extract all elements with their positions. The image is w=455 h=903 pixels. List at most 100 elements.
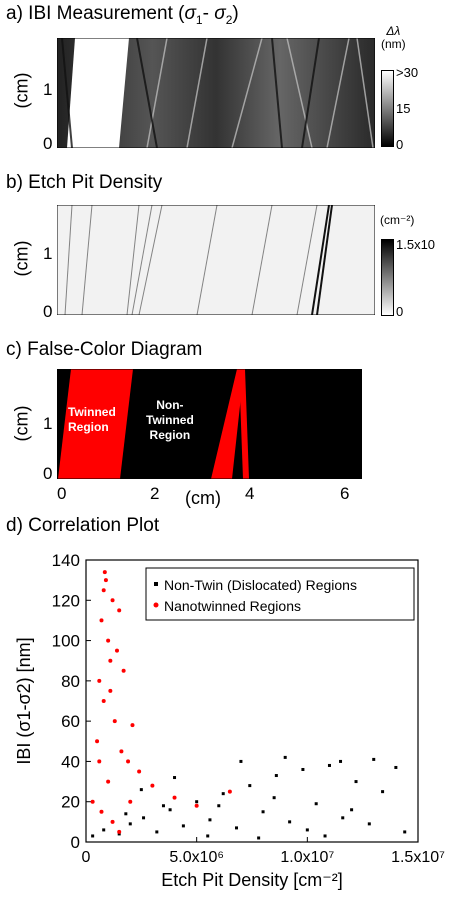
panel-c-xtick-6: 6 xyxy=(340,484,350,503)
data-point-nontwin xyxy=(274,774,278,778)
legend-box xyxy=(145,567,415,621)
data-point-nontwin xyxy=(239,759,243,763)
y-tick-label: 20 xyxy=(61,793,80,812)
panel-b-title: b) Etch Pit Density xyxy=(6,172,163,193)
data-point-nontwin xyxy=(195,800,199,804)
panel-c-xtick-2: 2 xyxy=(150,484,160,503)
data-point-twin xyxy=(106,638,111,643)
y-axis-label: IBI (σ1-σ2) [nm] xyxy=(14,637,34,764)
data-point-nontwin xyxy=(168,808,172,812)
data-point-twin xyxy=(99,809,104,814)
data-point-twin xyxy=(99,618,104,623)
data-point-nontwin xyxy=(161,804,165,808)
legend-marker xyxy=(154,582,158,586)
data-point-nontwin xyxy=(339,759,343,763)
panel-a-cb-max: >30 xyxy=(396,65,419,80)
panel-c-xlabel: (cm) xyxy=(185,488,221,508)
data-point-nontwin xyxy=(221,792,225,796)
data-point-twin xyxy=(112,719,117,724)
data-point-nontwin xyxy=(314,802,318,806)
x-tick-label: 1.0x10⁷ xyxy=(280,849,334,866)
y-tick-label: 40 xyxy=(61,752,80,771)
panel-a-cb-min: 0 xyxy=(396,137,404,152)
x-tick-label: 5.0x10⁶ xyxy=(169,849,224,866)
panel-b-colorbar-unit: (cm⁻²) xyxy=(380,213,415,227)
y-tick-label: 60 xyxy=(61,712,80,731)
panel-a-title: a) IBI Measurement (σ1- σ2) xyxy=(6,3,239,27)
data-point-twin xyxy=(101,699,106,703)
panel-a-ibi-image xyxy=(57,38,375,148)
data-point-twin xyxy=(137,769,142,774)
panel-d-title: d) Correlation Plot xyxy=(6,515,160,536)
data-point-nontwin xyxy=(248,784,252,788)
data-point-nontwin xyxy=(403,830,407,834)
panel-c-ytick-0: 0 xyxy=(43,464,53,483)
panel-c-falsecolor-image xyxy=(57,369,362,479)
y-tick-label: 120 xyxy=(52,591,80,610)
data-point-nontwin xyxy=(155,830,159,834)
panel-c-ytick-1: 1 xyxy=(43,414,53,433)
panel-a-cb-mid: 15 xyxy=(396,101,411,116)
data-point-nontwin xyxy=(394,765,398,769)
data-point-nontwin xyxy=(372,757,376,761)
data-point-twin xyxy=(194,803,199,808)
data-point-nontwin xyxy=(181,824,185,828)
panel-c-xtick-4: 4 xyxy=(245,484,255,503)
data-point-nontwin xyxy=(128,822,132,826)
data-point-twin xyxy=(97,759,102,764)
data-point-twin xyxy=(108,688,113,693)
data-point-twin xyxy=(128,799,133,804)
data-point-nontwin xyxy=(142,816,146,820)
data-point-nontwin xyxy=(257,836,261,840)
data-point-nontwin xyxy=(323,834,327,838)
panel-c-ylabel: (cm) xyxy=(11,405,32,442)
y-tick-label: 0 xyxy=(71,833,80,852)
panel-b-cb-max: 1.5x10 xyxy=(396,237,436,252)
data-point-twin xyxy=(130,723,135,728)
data-point-nontwin xyxy=(272,796,276,800)
panel-b-cb-min: 0 xyxy=(396,304,404,319)
panel-c-title: c) False-Color Diagram xyxy=(6,339,203,360)
data-point-twin xyxy=(117,608,122,613)
twinned-region-label: Twinned Region xyxy=(68,405,116,434)
x-axis-label: Etch Pit Density [cm⁻²] xyxy=(161,870,343,890)
twin-sliver-2 xyxy=(239,369,249,479)
data-point-twin xyxy=(227,789,232,794)
legend-label: Non-Twin (Dislocated) Regions xyxy=(164,577,357,593)
legend-marker xyxy=(153,602,159,608)
panel-b-ytick-0: 0 xyxy=(43,302,53,321)
data-point-twin xyxy=(117,829,122,834)
data-point-nontwin xyxy=(305,828,309,832)
data-point-nontwin xyxy=(206,834,210,838)
y-tick-label: 100 xyxy=(52,632,80,651)
data-point-nontwin xyxy=(301,767,305,771)
panel-b-ytick-1: 1 xyxy=(43,244,53,263)
data-point-twin xyxy=(172,795,177,800)
data-point-twin xyxy=(106,779,111,784)
data-point-twin xyxy=(95,739,100,744)
data-point-twin xyxy=(102,570,107,575)
panel-a-ytick-0: 0 xyxy=(43,134,53,153)
data-point-twin xyxy=(110,819,115,824)
data-point-nontwin xyxy=(367,822,371,826)
y-tick-label: 80 xyxy=(61,672,80,691)
twin-sliver-1 xyxy=(211,369,244,479)
y-tick-label: 140 xyxy=(52,551,80,570)
panel-b-colorbar xyxy=(381,239,394,316)
nontwinned-region-label: Non- Twinned Region xyxy=(146,398,194,442)
twinned-region-shape xyxy=(58,369,133,479)
data-point-twin xyxy=(126,759,131,764)
x-tick-label: 1.5x10⁷ xyxy=(391,849,445,866)
data-point-nontwin xyxy=(117,832,121,836)
data-point-nontwin xyxy=(354,780,358,784)
x-tick-label: 0 xyxy=(82,849,91,866)
data-point-nontwin xyxy=(91,834,95,838)
data-point-twin xyxy=(103,578,108,583)
panel-b-ylabel: (cm) xyxy=(11,240,32,277)
data-point-nontwin xyxy=(235,826,239,830)
panel-c-xtick-0: 0 xyxy=(57,484,67,503)
data-point-nontwin xyxy=(208,818,212,822)
data-point-nontwin xyxy=(217,804,221,808)
data-point-twin xyxy=(108,658,113,663)
data-point-nontwin xyxy=(341,816,345,820)
